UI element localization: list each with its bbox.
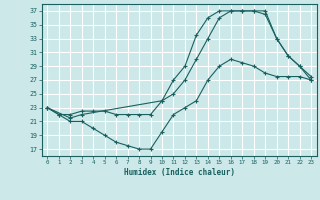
X-axis label: Humidex (Indice chaleur): Humidex (Indice chaleur) — [124, 168, 235, 177]
